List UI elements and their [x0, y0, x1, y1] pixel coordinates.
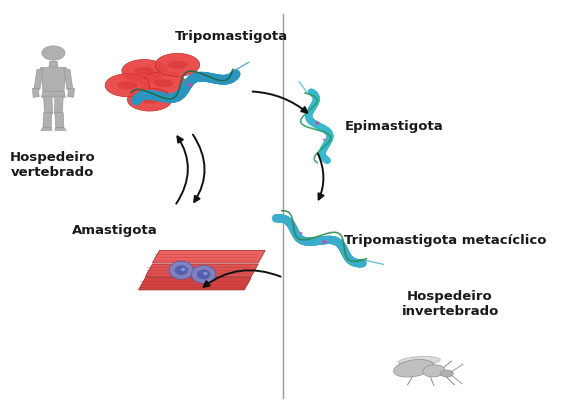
FancyArrowPatch shape — [193, 135, 205, 202]
Ellipse shape — [399, 360, 434, 368]
Polygon shape — [49, 61, 58, 67]
Circle shape — [203, 272, 208, 275]
Ellipse shape — [393, 360, 433, 377]
Circle shape — [169, 261, 193, 279]
FancyArrowPatch shape — [318, 153, 323, 199]
Ellipse shape — [141, 72, 186, 95]
Ellipse shape — [128, 88, 172, 111]
Ellipse shape — [42, 46, 65, 60]
Ellipse shape — [153, 79, 173, 87]
Circle shape — [299, 232, 303, 234]
Polygon shape — [41, 91, 65, 97]
Ellipse shape — [140, 96, 160, 103]
Ellipse shape — [168, 61, 188, 69]
Polygon shape — [68, 89, 75, 97]
Ellipse shape — [134, 67, 154, 75]
Circle shape — [175, 265, 188, 275]
Text: Epimastigota: Epimastigota — [345, 120, 443, 133]
Polygon shape — [41, 128, 52, 130]
Polygon shape — [55, 113, 64, 128]
FancyArrowPatch shape — [253, 91, 308, 113]
Ellipse shape — [322, 240, 327, 244]
Polygon shape — [44, 96, 53, 114]
Ellipse shape — [188, 83, 192, 87]
Ellipse shape — [440, 370, 453, 377]
Polygon shape — [34, 68, 43, 89]
Text: Amastigota: Amastigota — [72, 224, 158, 237]
Ellipse shape — [155, 54, 200, 76]
Ellipse shape — [399, 356, 440, 365]
Ellipse shape — [105, 74, 150, 97]
Polygon shape — [139, 278, 251, 290]
Polygon shape — [32, 89, 39, 97]
Text: Hospedeiro
invertebrado: Hospedeiro invertebrado — [402, 290, 499, 318]
Polygon shape — [145, 264, 258, 276]
Polygon shape — [152, 250, 265, 263]
Ellipse shape — [315, 121, 319, 125]
Polygon shape — [139, 278, 251, 290]
Circle shape — [181, 268, 185, 271]
Polygon shape — [64, 68, 73, 89]
Ellipse shape — [423, 365, 445, 377]
Polygon shape — [55, 128, 66, 130]
Polygon shape — [54, 96, 63, 114]
Circle shape — [323, 138, 326, 140]
Ellipse shape — [122, 59, 166, 82]
Circle shape — [165, 93, 168, 95]
Text: Tripomastigota metacíclico: Tripomastigota metacíclico — [345, 234, 547, 247]
Polygon shape — [152, 250, 265, 263]
Polygon shape — [41, 68, 66, 92]
Text: Hospedeiro
vertebrado: Hospedeiro vertebrado — [9, 151, 95, 179]
Circle shape — [191, 265, 216, 283]
Polygon shape — [145, 264, 258, 276]
Text: Tripomastigota: Tripomastigota — [175, 30, 288, 43]
FancyArrowPatch shape — [176, 136, 188, 204]
FancyArrowPatch shape — [203, 270, 280, 287]
Circle shape — [197, 269, 211, 279]
Polygon shape — [43, 113, 52, 128]
Ellipse shape — [118, 81, 138, 89]
